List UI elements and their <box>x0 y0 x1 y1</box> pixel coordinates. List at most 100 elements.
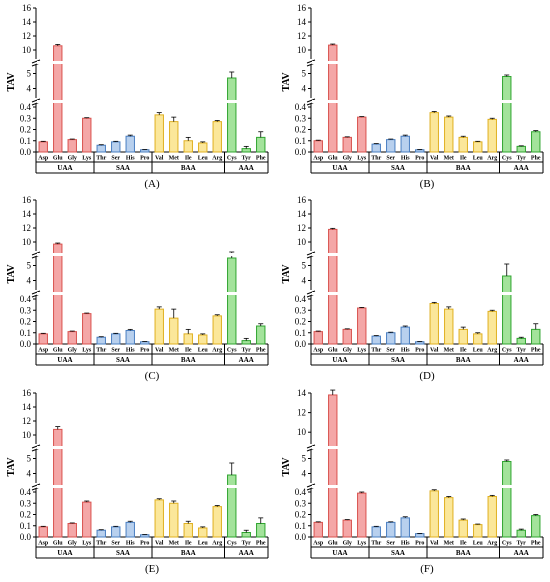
category-label: Ile <box>460 156 467 162</box>
group-label: AAA <box>239 549 254 557</box>
category-label: Leu <box>198 348 209 354</box>
category-label: His <box>401 541 410 547</box>
y-tick-label: 16 <box>297 195 307 205</box>
y-tick-label: 16 <box>22 3 32 13</box>
y-tick-label: 4 <box>27 84 32 94</box>
bar-asp <box>313 140 323 153</box>
bar-met <box>169 317 179 345</box>
chart-panel-c: 0.00.10.2 0.30.4 4 5 10 12 14 16 TAV Asp Glu Gly Lys… <box>6 195 269 382</box>
bar-leu <box>198 527 208 538</box>
y-tick-label: 0.0 <box>20 147 32 157</box>
bar-ser <box>386 521 396 538</box>
category-label: Gly <box>68 348 77 354</box>
bar-pro <box>140 534 150 538</box>
bar-asp <box>313 521 323 538</box>
category-label: Arg <box>487 156 497 162</box>
bar-gly <box>67 523 77 538</box>
break-gap <box>37 253 269 256</box>
bar-leu <box>198 142 208 153</box>
break-gap <box>37 485 269 488</box>
y-tick-label: 10 <box>22 237 32 247</box>
bar-leu <box>198 334 208 345</box>
bar-val <box>429 112 439 153</box>
bar-ile <box>458 328 468 345</box>
y-tick-label: 0.3 <box>20 498 32 508</box>
bar-tyr <box>516 529 526 538</box>
y-tick-label: 0.1 <box>20 521 31 531</box>
y-tick-label: 10 <box>22 45 32 55</box>
category-label: Val <box>430 156 439 162</box>
break-gap <box>312 485 544 488</box>
panel-label: (A) <box>144 178 160 190</box>
group-label: AAA <box>514 356 529 364</box>
group-label: UAA <box>332 356 347 364</box>
category-label: Thr <box>371 541 381 547</box>
category-label: Cys <box>502 156 512 162</box>
bar-val <box>154 114 164 153</box>
y-tick-label: 12 <box>22 416 31 426</box>
bar-thr <box>371 143 381 153</box>
bar-lys <box>357 492 367 538</box>
category-label: Met <box>444 541 454 547</box>
axis-break-mark <box>306 251 316 256</box>
category-label: Arg <box>212 156 222 162</box>
bar-pro <box>415 149 425 153</box>
category-label: Tyr <box>242 348 252 354</box>
category-label: Val <box>430 541 439 547</box>
category-label: Ser <box>111 348 120 354</box>
category-label: Ser <box>386 541 395 547</box>
category-label: Asp <box>38 156 49 162</box>
chart-panel-b: 0.00.10.2 0.30.4 4 5 10 12 14 16 TAV Asp Glu Gly Lys… <box>281 3 544 190</box>
bar-pro <box>140 341 150 345</box>
bar-ile <box>458 519 468 538</box>
group-label: BAA <box>456 164 471 172</box>
y-tick-label: 0.4 <box>20 294 32 304</box>
bar-gly <box>342 328 352 345</box>
category-label: Lys <box>357 156 367 162</box>
category-label: Met <box>169 348 179 354</box>
category-label: Gly <box>68 156 77 162</box>
category-label: Phe <box>256 348 266 354</box>
category-label: Tyr <box>242 156 252 162</box>
category-label: Met <box>169 541 179 547</box>
bar-arg <box>212 315 222 345</box>
category-label: Asp <box>38 541 49 547</box>
chart-panel-d: 0.00.10.2 0.30.4 4 5 10 12 14 16 TAV Asp Glu Gly Lys… <box>281 195 544 382</box>
y-tick-label: 5 <box>302 69 307 79</box>
category-label: His <box>401 348 410 354</box>
bar-cys <box>502 275 512 345</box>
axis-break-mark <box>31 251 41 256</box>
group-label: BAA <box>181 356 196 364</box>
bar-cys <box>227 257 237 345</box>
chart-panel-f: 0.00.10.2 0.30.4 4 5 10 12 14 TAV Asp Glu Gly Lys Th… <box>281 388 544 575</box>
y-tick-label: 14 <box>22 402 32 412</box>
axis-break-mark <box>306 483 316 488</box>
break-gap <box>312 253 544 256</box>
category-label: Cys <box>227 156 237 162</box>
y-axis-label: TAV <box>6 457 17 477</box>
bar-met <box>444 497 454 538</box>
group-label: UAA <box>57 549 72 557</box>
bar-ile <box>183 333 193 345</box>
axis-break-mark <box>306 98 316 103</box>
y-tick-label: 0.3 <box>20 305 32 315</box>
category-label: Cys <box>227 348 237 354</box>
y-tick-label: 0.1 <box>20 136 31 146</box>
category-label: Val <box>155 541 164 547</box>
bar-leu <box>473 333 483 345</box>
bar-gly <box>67 331 77 345</box>
category-label: Asp <box>313 156 324 162</box>
bar-cys <box>227 77 237 153</box>
category-label: Asp <box>38 348 49 354</box>
category-label: Pro <box>140 541 149 547</box>
group-label: UAA <box>57 164 72 172</box>
break-gap <box>37 292 269 295</box>
y-tick-label: 16 <box>22 388 32 398</box>
category-label: His <box>126 348 135 354</box>
bar-cys <box>227 474 237 538</box>
break-gap <box>312 292 544 295</box>
y-tick-label: 0.1 <box>295 136 306 146</box>
bar-phe <box>256 325 266 345</box>
category-label: Lys <box>82 348 92 354</box>
